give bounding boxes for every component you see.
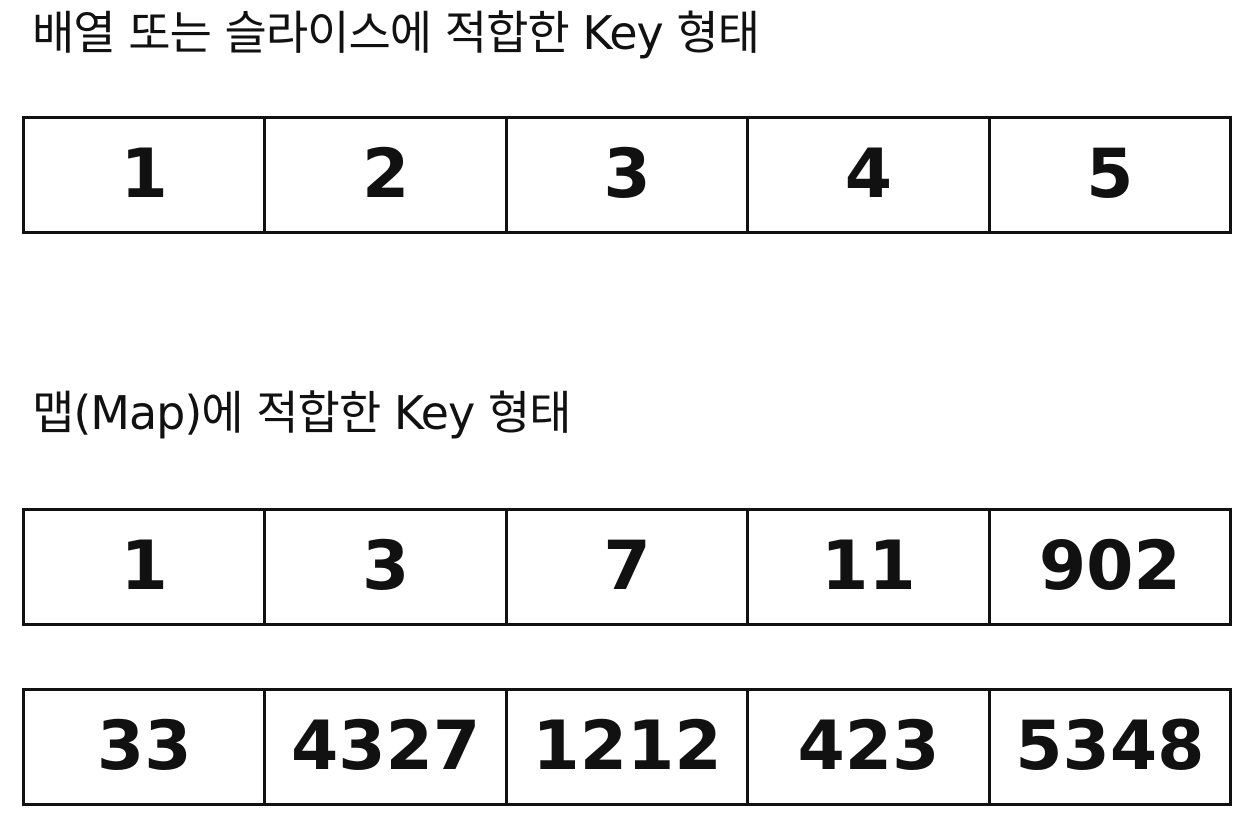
map-key-cell: 5348 xyxy=(1015,707,1205,786)
map-key-cell: 33 xyxy=(25,691,267,803)
map-keys-heading: 맵(Map)에 적합한 Key 형태 xyxy=(32,386,571,440)
map-key-cell: 1 xyxy=(25,511,267,623)
map-key-cell: 423 xyxy=(749,691,991,803)
map-key-cell: 902 xyxy=(1038,527,1181,606)
map-key-cell: 3 xyxy=(266,511,508,623)
map-key-row: 1 3 7 11 902 xyxy=(22,508,1232,626)
array-key-cell: 2 xyxy=(266,119,508,231)
array-key-cell: 4 xyxy=(749,119,991,231)
map-key-row: 33 4327 1212 423 5348 xyxy=(22,688,1232,806)
array-key-cell: 3 xyxy=(508,119,750,231)
array-keys-heading: 배열 또는 슬라이스에 적합한 Key 형태 xyxy=(32,6,760,60)
map-key-cell: 4327 xyxy=(266,691,508,803)
map-key-cell: 7 xyxy=(508,511,750,623)
map-key-cell: 1212 xyxy=(508,691,750,803)
array-key-row: 1 2 3 4 5 xyxy=(22,116,1232,234)
array-key-cell: 1 xyxy=(25,119,267,231)
array-key-cell: 5 xyxy=(1086,135,1134,214)
map-key-cell: 11 xyxy=(749,511,991,623)
